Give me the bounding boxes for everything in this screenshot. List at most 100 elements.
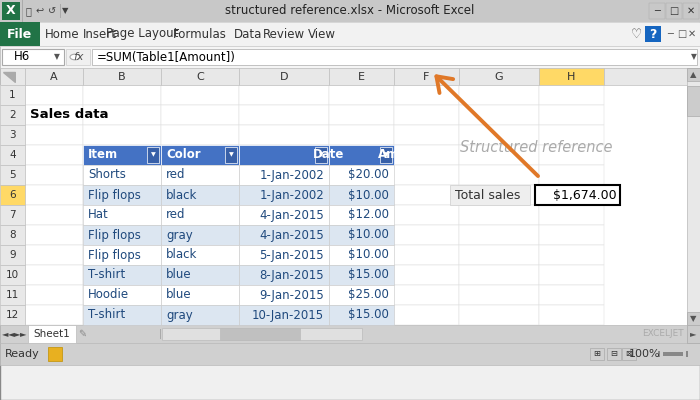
Text: 4-Jan-2015: 4-Jan-2015 (259, 208, 324, 222)
Text: 8: 8 (9, 230, 16, 240)
Text: ↺: ↺ (48, 6, 56, 16)
Text: ✕: ✕ (688, 29, 696, 39)
Text: G: G (495, 72, 503, 82)
Text: 3: 3 (9, 130, 16, 140)
Text: ?: ? (650, 28, 657, 40)
Text: black: black (166, 188, 197, 202)
Text: ✎: ✎ (78, 329, 86, 339)
Text: F: F (424, 72, 430, 82)
Text: D: D (280, 72, 288, 82)
Text: 10-Jan-2015: 10-Jan-2015 (252, 308, 324, 322)
Text: Total sales: Total sales (455, 188, 520, 202)
Text: View: View (308, 28, 336, 40)
Text: 1-Jan-2002: 1-Jan-2002 (259, 188, 324, 202)
Text: ▼: ▼ (150, 152, 155, 158)
Text: File: File (8, 28, 33, 40)
Text: 5: 5 (9, 170, 16, 180)
Text: 11: 11 (6, 290, 19, 300)
Text: Review: Review (263, 28, 305, 40)
Text: $1,674.00: $1,674.00 (554, 188, 617, 202)
Text: ►: ► (20, 330, 27, 338)
Text: =SUM(Table1[Amount]): =SUM(Table1[Amount]) (97, 50, 236, 64)
Text: 100%: 100% (629, 349, 661, 359)
Text: Flip flops: Flip flops (88, 188, 141, 202)
Text: ►: ► (14, 330, 20, 338)
Text: Hat: Hat (88, 208, 108, 222)
Text: ─: ─ (667, 29, 673, 39)
Text: C: C (196, 72, 204, 82)
Text: $20.00: $20.00 (348, 168, 389, 182)
Text: ◄: ◄ (1, 330, 8, 338)
Text: 10: 10 (6, 270, 19, 280)
Text: 1-Jan-2002: 1-Jan-2002 (259, 168, 324, 182)
Text: H6: H6 (14, 50, 30, 64)
Text: □: □ (678, 29, 687, 39)
Text: Color: Color (166, 148, 201, 162)
Text: X: X (6, 4, 16, 18)
Text: red: red (166, 208, 186, 222)
Text: Flip flops: Flip flops (88, 248, 141, 262)
Text: 7: 7 (9, 210, 16, 220)
Text: 💾: 💾 (25, 6, 31, 16)
Text: 9-Jan-2015: 9-Jan-2015 (259, 288, 324, 302)
Text: 8-Jan-2015: 8-Jan-2015 (260, 268, 324, 282)
Text: ⊟: ⊟ (610, 350, 617, 358)
Text: ◄: ◄ (8, 330, 14, 338)
Text: Page Layout: Page Layout (106, 28, 178, 40)
Text: $15.00: $15.00 (348, 268, 389, 282)
Text: B: B (118, 72, 126, 82)
Text: 4-Jan-2015: 4-Jan-2015 (259, 228, 324, 242)
Text: gray: gray (166, 308, 193, 322)
Text: gray: gray (166, 228, 193, 242)
Text: Ready: Ready (5, 349, 40, 359)
Text: blue: blue (166, 268, 192, 282)
Text: ▼: ▼ (54, 52, 60, 62)
Text: $10.00: $10.00 (348, 188, 389, 202)
Text: EXCELJET: EXCELJET (642, 330, 684, 338)
Text: Flip flops: Flip flops (88, 228, 141, 242)
Text: Sheet1: Sheet1 (34, 329, 71, 339)
Text: Item: Item (88, 148, 118, 162)
Text: 1: 1 (9, 90, 16, 100)
Text: ↩: ↩ (36, 6, 44, 16)
Text: $10.00: $10.00 (348, 228, 389, 242)
Text: H: H (567, 72, 575, 82)
Text: Insert: Insert (83, 28, 117, 40)
Text: 6: 6 (9, 190, 16, 200)
Text: □: □ (669, 6, 678, 16)
Text: 12: 12 (6, 310, 19, 320)
Text: ✕: ✕ (687, 6, 695, 16)
Text: ─: ─ (654, 6, 660, 16)
Text: E: E (358, 72, 365, 82)
Text: ▼: ▼ (62, 6, 69, 16)
Text: ⊞: ⊞ (594, 350, 601, 358)
Text: $12.00: $12.00 (348, 208, 389, 222)
Text: 5-Jan-2015: 5-Jan-2015 (260, 248, 324, 262)
Text: black: black (166, 248, 197, 262)
Text: $10.00: $10.00 (348, 248, 389, 262)
Text: Amount: Amount (378, 148, 430, 162)
Text: structured reference.xlsx - Microsoft Excel: structured reference.xlsx - Microsoft Ex… (225, 4, 475, 18)
Text: T-shirt: T-shirt (88, 268, 125, 282)
Polygon shape (3, 72, 15, 82)
Text: Data: Data (234, 28, 262, 40)
Text: Hoodie: Hoodie (88, 288, 129, 302)
Text: Shorts: Shorts (88, 168, 126, 182)
Text: Sales data: Sales data (30, 108, 108, 122)
Text: ▼: ▼ (691, 52, 697, 62)
Text: ⊠: ⊠ (626, 350, 633, 358)
Text: red: red (166, 168, 186, 182)
Text: Home: Home (45, 28, 79, 40)
Text: ▼: ▼ (690, 314, 696, 323)
Text: $25.00: $25.00 (348, 288, 389, 302)
Text: ▼: ▼ (318, 152, 323, 158)
Text: 2: 2 (9, 110, 16, 120)
Text: Formulas: Formulas (173, 28, 227, 40)
Text: ►: ► (690, 330, 696, 338)
Text: ▼: ▼ (229, 152, 233, 158)
Text: A: A (50, 72, 58, 82)
Text: ♡: ♡ (631, 28, 642, 40)
Text: 9: 9 (9, 250, 16, 260)
Text: blue: blue (166, 288, 192, 302)
Text: ▼: ▼ (384, 152, 388, 158)
